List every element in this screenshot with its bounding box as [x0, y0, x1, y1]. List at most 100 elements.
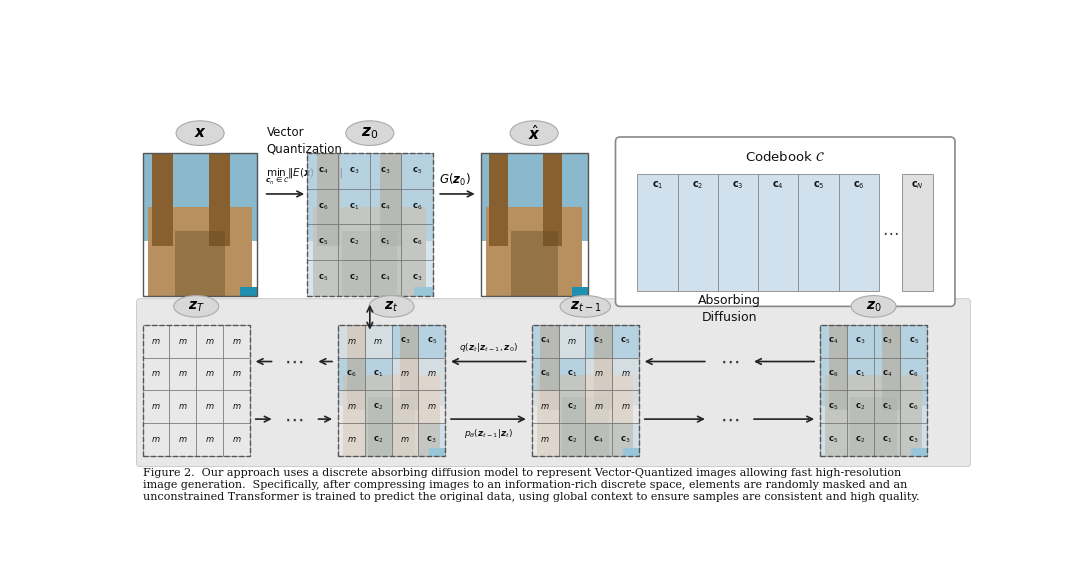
Text: $\boldsymbol{z}_0$: $\boldsymbol{z}_0$: [866, 299, 881, 314]
Text: $m$: $m$: [178, 402, 188, 411]
Bar: [531, 423, 558, 456]
Text: $\mathbf{c}_4$: $\mathbf{c}_4$: [593, 434, 604, 444]
Text: $\mathbf{c}_5$: $\mathbf{c}_5$: [411, 166, 422, 176]
Bar: [307, 153, 338, 189]
Bar: [338, 423, 365, 456]
Text: $m$: $m$: [540, 402, 550, 411]
Text: $\mathbf{c}_4$: $\mathbf{c}_4$: [772, 179, 784, 191]
Text: $m$: $m$: [400, 402, 409, 411]
Text: $\mathbf{c}_3$: $\mathbf{c}_3$: [908, 434, 919, 444]
FancyBboxPatch shape: [616, 137, 955, 306]
Bar: [882, 325, 902, 410]
Text: unconstrained Transformer is trained to predict the original data, using global : unconstrained Transformer is trained to …: [143, 492, 919, 502]
Bar: [347, 325, 366, 410]
Bar: [338, 325, 365, 358]
Text: image generation.  Specifically, after compressing images to an information-rich: image generation. Specifically, after co…: [143, 480, 907, 490]
Text: $\boldsymbol{z}_{t-1}$: $\boldsymbol{z}_{t-1}$: [569, 299, 600, 314]
Text: $m$: $m$: [231, 337, 241, 346]
Text: $m$: $m$: [427, 402, 436, 411]
Bar: [558, 358, 585, 390]
Bar: [392, 390, 418, 423]
Bar: [338, 224, 369, 260]
Bar: [143, 325, 170, 358]
Bar: [847, 390, 874, 423]
Ellipse shape: [561, 296, 610, 317]
Text: $p_\theta(\boldsymbol{z}_{t-1}|\boldsymbol{z}_t)$: $p_\theta(\boldsymbol{z}_{t-1}|\boldsymb…: [464, 427, 513, 440]
Bar: [418, 358, 445, 390]
Bar: [418, 423, 445, 456]
Bar: [718, 174, 758, 291]
Text: $G(\boldsymbol{z}_0)$: $G(\boldsymbol{z}_0)$: [438, 171, 471, 188]
Bar: [847, 358, 874, 390]
Bar: [562, 397, 609, 456]
Bar: [489, 153, 509, 246]
Text: $\mathbf{c}_4$: $\mathbf{c}_4$: [380, 201, 391, 212]
FancyBboxPatch shape: [136, 299, 971, 466]
Bar: [369, 153, 401, 189]
Bar: [369, 224, 401, 260]
Bar: [318, 153, 340, 246]
Text: $m$: $m$: [400, 369, 409, 378]
Text: $\cdots$: $\cdots$: [284, 352, 303, 371]
Bar: [197, 423, 222, 456]
Text: $\boldsymbol{z}_t$: $\boldsymbol{z}_t$: [384, 299, 399, 314]
Text: $\mathbf{c}_3$: $\mathbf{c}_3$: [380, 166, 391, 176]
Bar: [874, 358, 901, 390]
Text: $\mathbf{c}_3$: $\mathbf{c}_3$: [620, 434, 631, 444]
Ellipse shape: [176, 121, 225, 146]
Bar: [365, 423, 392, 456]
Text: $\mathbf{c}_6$: $\mathbf{c}_6$: [411, 201, 422, 212]
Bar: [820, 423, 847, 456]
Bar: [338, 260, 369, 296]
Bar: [912, 448, 927, 456]
Bar: [847, 325, 874, 358]
Bar: [175, 231, 226, 296]
Bar: [170, 423, 197, 456]
Text: $m$: $m$: [427, 369, 436, 378]
Text: $\boldsymbol{z}_0$: $\boldsymbol{z}_0$: [361, 125, 378, 141]
Bar: [338, 325, 445, 406]
Bar: [313, 208, 427, 296]
Text: $\mathbf{c}_5$: $\mathbf{c}_5$: [318, 272, 328, 283]
Bar: [342, 231, 397, 296]
Bar: [558, 423, 585, 456]
Bar: [637, 174, 677, 291]
Bar: [901, 423, 927, 456]
Text: $\mathbf{c}_1$: $\mathbf{c}_1$: [882, 434, 892, 444]
Bar: [901, 325, 927, 358]
Text: $\mathbf{c}_5$: $\mathbf{c}_5$: [318, 237, 328, 248]
Text: $m$: $m$: [347, 337, 356, 346]
Bar: [148, 208, 252, 296]
Text: $\mathbf{c}_3$: $\mathbf{c}_3$: [881, 336, 892, 346]
Text: $m$: $m$: [205, 402, 215, 411]
Bar: [839, 174, 879, 291]
Bar: [537, 374, 633, 456]
Bar: [401, 260, 433, 296]
Text: $\mathbf{c}_4$: $\mathbf{c}_4$: [318, 166, 328, 176]
Bar: [820, 390, 847, 423]
Text: $m$: $m$: [374, 337, 383, 346]
Text: $\mathbf{c}_3$: $\mathbf{c}_3$: [349, 166, 360, 176]
Text: $\mathbf{c}_1$: $\mathbf{c}_1$: [567, 369, 577, 379]
Text: $\mathbf{c}_2$: $\mathbf{c}_2$: [373, 402, 383, 412]
Text: $\mathbf{c}_2$: $\mathbf{c}_2$: [567, 402, 577, 412]
Text: $\mathbf{c}_N$: $\mathbf{c}_N$: [912, 179, 924, 191]
Text: $m$: $m$: [205, 435, 215, 444]
Bar: [400, 325, 419, 410]
Bar: [368, 397, 415, 456]
Text: $\mathbf{c}_6$: $\mathbf{c}_6$: [347, 369, 356, 379]
Bar: [820, 358, 847, 390]
Bar: [392, 325, 418, 358]
Text: $\cdots$: $\cdots$: [719, 409, 739, 429]
Text: $\mathbf{c}_5$: $\mathbf{c}_5$: [828, 434, 838, 444]
Bar: [392, 423, 418, 456]
Bar: [571, 287, 588, 296]
Bar: [585, 390, 612, 423]
Bar: [143, 423, 170, 456]
Text: $\mathbf{c}_3$: $\mathbf{c}_3$: [400, 336, 410, 346]
Bar: [338, 153, 369, 189]
Text: $\mathbf{c}_5$: $\mathbf{c}_5$: [828, 402, 838, 412]
Bar: [481, 153, 588, 296]
Text: $m$: $m$: [151, 337, 161, 346]
Text: $\mathbf{c}_5$: $\mathbf{c}_5$: [427, 336, 436, 346]
